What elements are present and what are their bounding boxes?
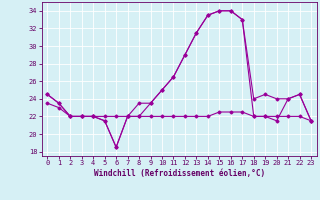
X-axis label: Windchill (Refroidissement éolien,°C): Windchill (Refroidissement éolien,°C) bbox=[94, 169, 265, 178]
